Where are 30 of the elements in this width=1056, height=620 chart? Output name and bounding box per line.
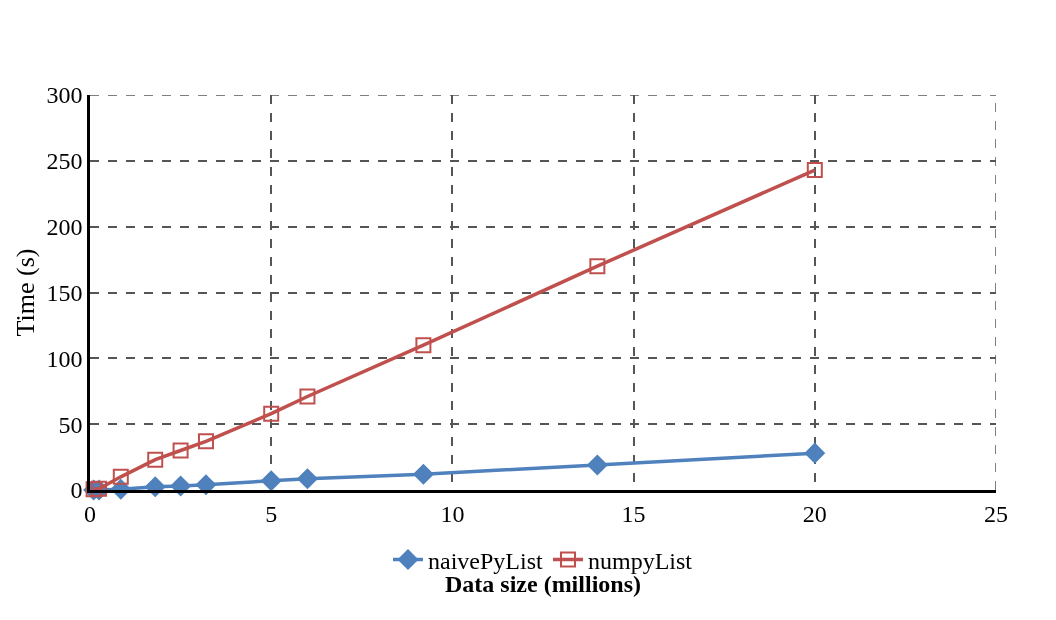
legend-label: numpyList (587, 547, 693, 574)
x-tick-label: 5 (265, 500, 278, 527)
point (195, 474, 217, 495)
point (112, 468, 129, 485)
y-tick-label: 150 (46, 279, 83, 306)
y-tick-label: 300 (46, 82, 83, 109)
point (413, 464, 434, 485)
y-tick-label: 200 (46, 214, 83, 241)
y-tick-label: 50 (58, 411, 83, 438)
y-tick-label: 100 (46, 345, 83, 372)
x-tick-label: 20 (802, 500, 827, 527)
point (197, 433, 214, 450)
point (147, 451, 164, 468)
point (587, 454, 608, 476)
point (806, 162, 823, 179)
y-axis-title: Time (s) (10, 248, 40, 337)
legend-label: naivePyList (428, 547, 543, 574)
point (415, 337, 432, 354)
x-tick-label: 25 (984, 500, 1008, 527)
point (804, 443, 825, 464)
point (172, 442, 189, 459)
y-tick-label: 0 (70, 477, 83, 504)
point (589, 258, 606, 275)
y-tick-label: 250 (46, 148, 83, 175)
point (299, 388, 316, 405)
point (263, 405, 280, 422)
point (261, 470, 282, 491)
x-tick-label: 15 (621, 500, 646, 527)
x-tick-label: 10 (440, 500, 465, 527)
point (297, 468, 318, 489)
